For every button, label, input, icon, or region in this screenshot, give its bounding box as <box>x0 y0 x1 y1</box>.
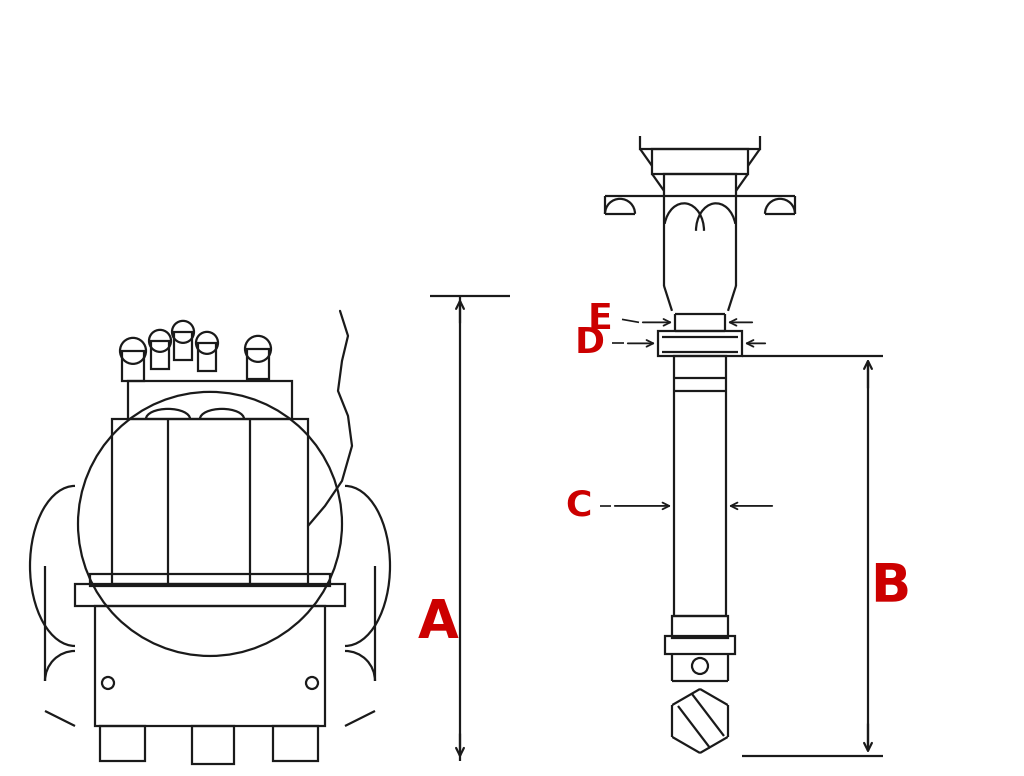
Bar <box>100 726 145 761</box>
Bar <box>672 616 728 638</box>
Bar <box>665 636 735 654</box>
Text: INDUSTRIAL DISTRIBUTOR: INDUSTRIAL DISTRIBUTOR <box>0 26 1024 132</box>
Bar <box>198 343 216 371</box>
Text: E: E <box>588 303 612 336</box>
Bar <box>151 341 169 369</box>
Bar <box>273 726 318 761</box>
Bar <box>640 131 760 149</box>
Text: C: C <box>565 489 591 523</box>
Bar <box>122 351 144 381</box>
Bar <box>112 419 308 584</box>
Bar <box>664 174 736 196</box>
Bar <box>193 726 234 764</box>
Bar <box>247 349 269 379</box>
Bar <box>658 331 742 356</box>
Bar <box>128 381 292 419</box>
Text: B: B <box>869 560 910 612</box>
Bar <box>652 149 748 174</box>
Bar <box>95 606 325 726</box>
Text: A: A <box>418 597 459 649</box>
Text: D: D <box>575 327 605 360</box>
Bar <box>174 332 193 360</box>
Bar <box>90 574 330 586</box>
Bar <box>75 584 345 606</box>
Bar <box>674 356 726 616</box>
